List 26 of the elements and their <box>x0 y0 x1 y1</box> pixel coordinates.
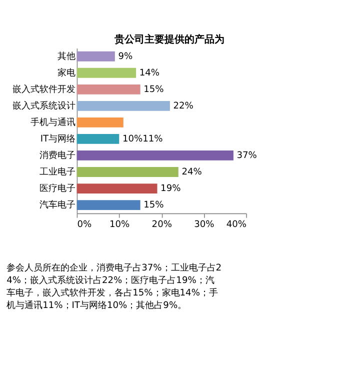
data-label: 24% <box>182 167 202 178</box>
y-tick-label: 手机与通讯 <box>30 116 76 128</box>
data-label: 15% <box>144 84 164 95</box>
data-label: 14% <box>139 68 160 78</box>
data-label: 9% <box>118 52 133 62</box>
x-tick-label: 40% <box>226 220 247 230</box>
chart-title: 贵公司主要提供的产品为 <box>114 33 225 46</box>
data-label: 19% <box>160 184 182 194</box>
y-tick-label: 其他 <box>58 50 76 62</box>
y-tick-label: 家电 <box>58 67 76 78</box>
y-tick-label: 嵌入式软件开发 <box>12 84 76 95</box>
y-tick-label: 医疗电子 <box>40 183 76 194</box>
y-tick-label: 消费电子 <box>40 150 76 161</box>
data-label: 15% <box>144 200 164 211</box>
x-tick-label: 0% <box>77 220 92 230</box>
data-label: 37% <box>236 150 258 161</box>
y-tick-label: 嵌入式系统设计 <box>12 100 76 112</box>
data-label: 10%11% <box>122 134 164 144</box>
x-tick-label: 10% <box>109 220 130 230</box>
y-tick-label: 汽车电子 <box>40 200 76 211</box>
x-tick-label: 20% <box>152 220 172 230</box>
data-label: 22% <box>173 101 194 112</box>
x-tick-label: 30% <box>194 220 215 230</box>
text: 参会人员所在的企业，消费电子占37%；工业电子占24%；嵌入式系统设计占22%；医疗电子占19%；汽车电子，嵌入式软件开发，各占15%；家电14%；手机与通讯11%；IT与网络10%；其他占9%。 <box>6 262 222 311</box>
y-tick-label: 工业电子 <box>40 166 76 178</box>
y-tick-label: IT与网络 <box>40 133 76 144</box>
